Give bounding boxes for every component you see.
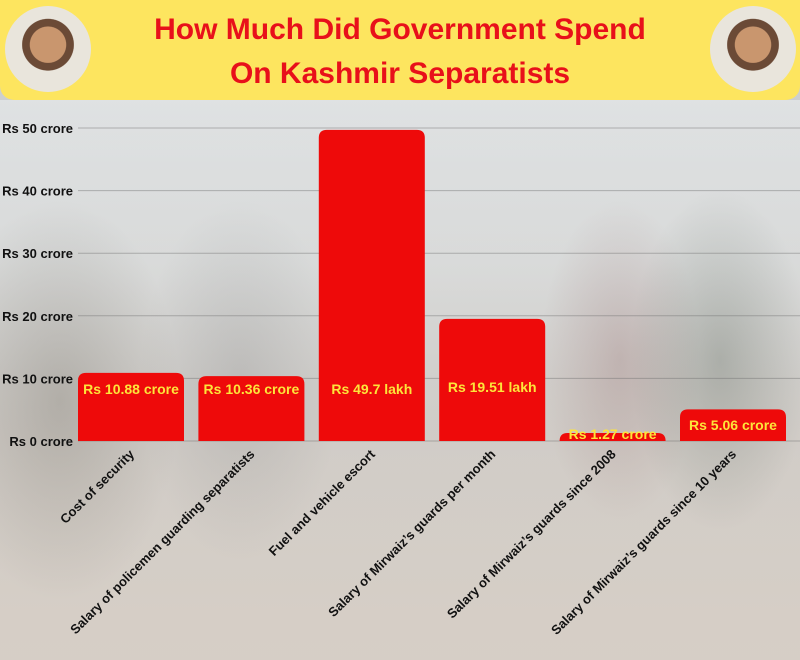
data-label: Rs 49.7 lakh xyxy=(331,381,412,397)
data-label: Rs 19.51 lakh xyxy=(448,379,537,395)
x-tick-label: Salary of policemen guarding separatists xyxy=(67,447,257,637)
data-label: Rs 5.06 crore xyxy=(689,417,777,433)
bar xyxy=(559,433,666,441)
x-tick-label: Cost of security xyxy=(57,446,138,527)
y-tick-label: Rs 10 crore xyxy=(2,371,73,386)
header-banner: How Much Did Government Spend On Kashmir… xyxy=(0,0,800,100)
y-tick-label: Rs 0 crore xyxy=(9,434,73,449)
data-label: Rs 1.27 crore xyxy=(569,426,657,442)
x-tick-label: Fuel and vehicle escort xyxy=(266,446,379,559)
x-tick-label: Salary of Mirwaiz’s guards since 10 year… xyxy=(548,447,739,638)
y-tick-label: Rs 20 crore xyxy=(2,309,73,324)
y-tick-label: Rs 30 crore xyxy=(2,246,73,261)
y-tick-label: Rs 40 crore xyxy=(2,184,73,199)
bar xyxy=(318,129,425,442)
bar xyxy=(439,318,546,441)
title-line-1: How Much Did Government Spend xyxy=(154,13,646,46)
avatar-left xyxy=(5,6,91,92)
bar xyxy=(198,376,305,441)
data-label: Rs 10.36 crore xyxy=(204,381,300,397)
bar xyxy=(78,372,184,441)
page-title: How Much Did Government Spend On Kashmir… xyxy=(120,8,680,96)
bar xyxy=(680,409,786,441)
y-tick-label: Rs 50 crore xyxy=(2,121,73,136)
data-label: Rs 10.88 crore xyxy=(83,381,179,397)
avatar-right xyxy=(710,6,796,92)
title-line-2: On Kashmir Separatists xyxy=(229,57,571,90)
